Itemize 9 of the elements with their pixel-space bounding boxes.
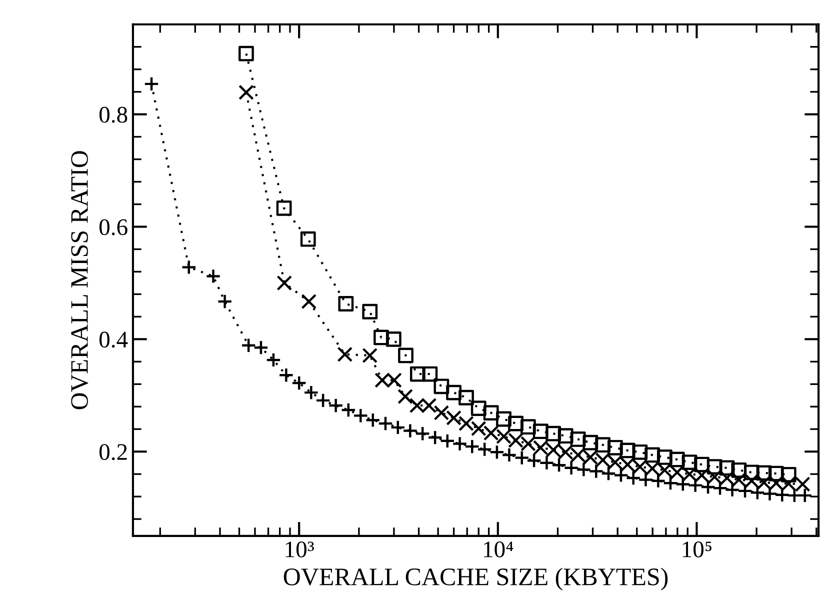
x-tick-label: 10⁴ xyxy=(484,541,514,558)
x-tick-label: 10⁵ xyxy=(682,541,712,558)
y-tick-label: 0.6 xyxy=(99,219,128,236)
y-tick-label: 0.4 xyxy=(99,332,128,348)
y-tick-label: 0.8 xyxy=(99,106,128,123)
x-axis-title: OVERALL CACHE SIZE (KBYTES) xyxy=(284,568,668,590)
y-tick-label: 0.2 xyxy=(99,444,127,460)
y-axis-title: OVERALL MISS RATIO xyxy=(71,151,88,410)
x-tick-label: 10³ xyxy=(286,541,314,558)
